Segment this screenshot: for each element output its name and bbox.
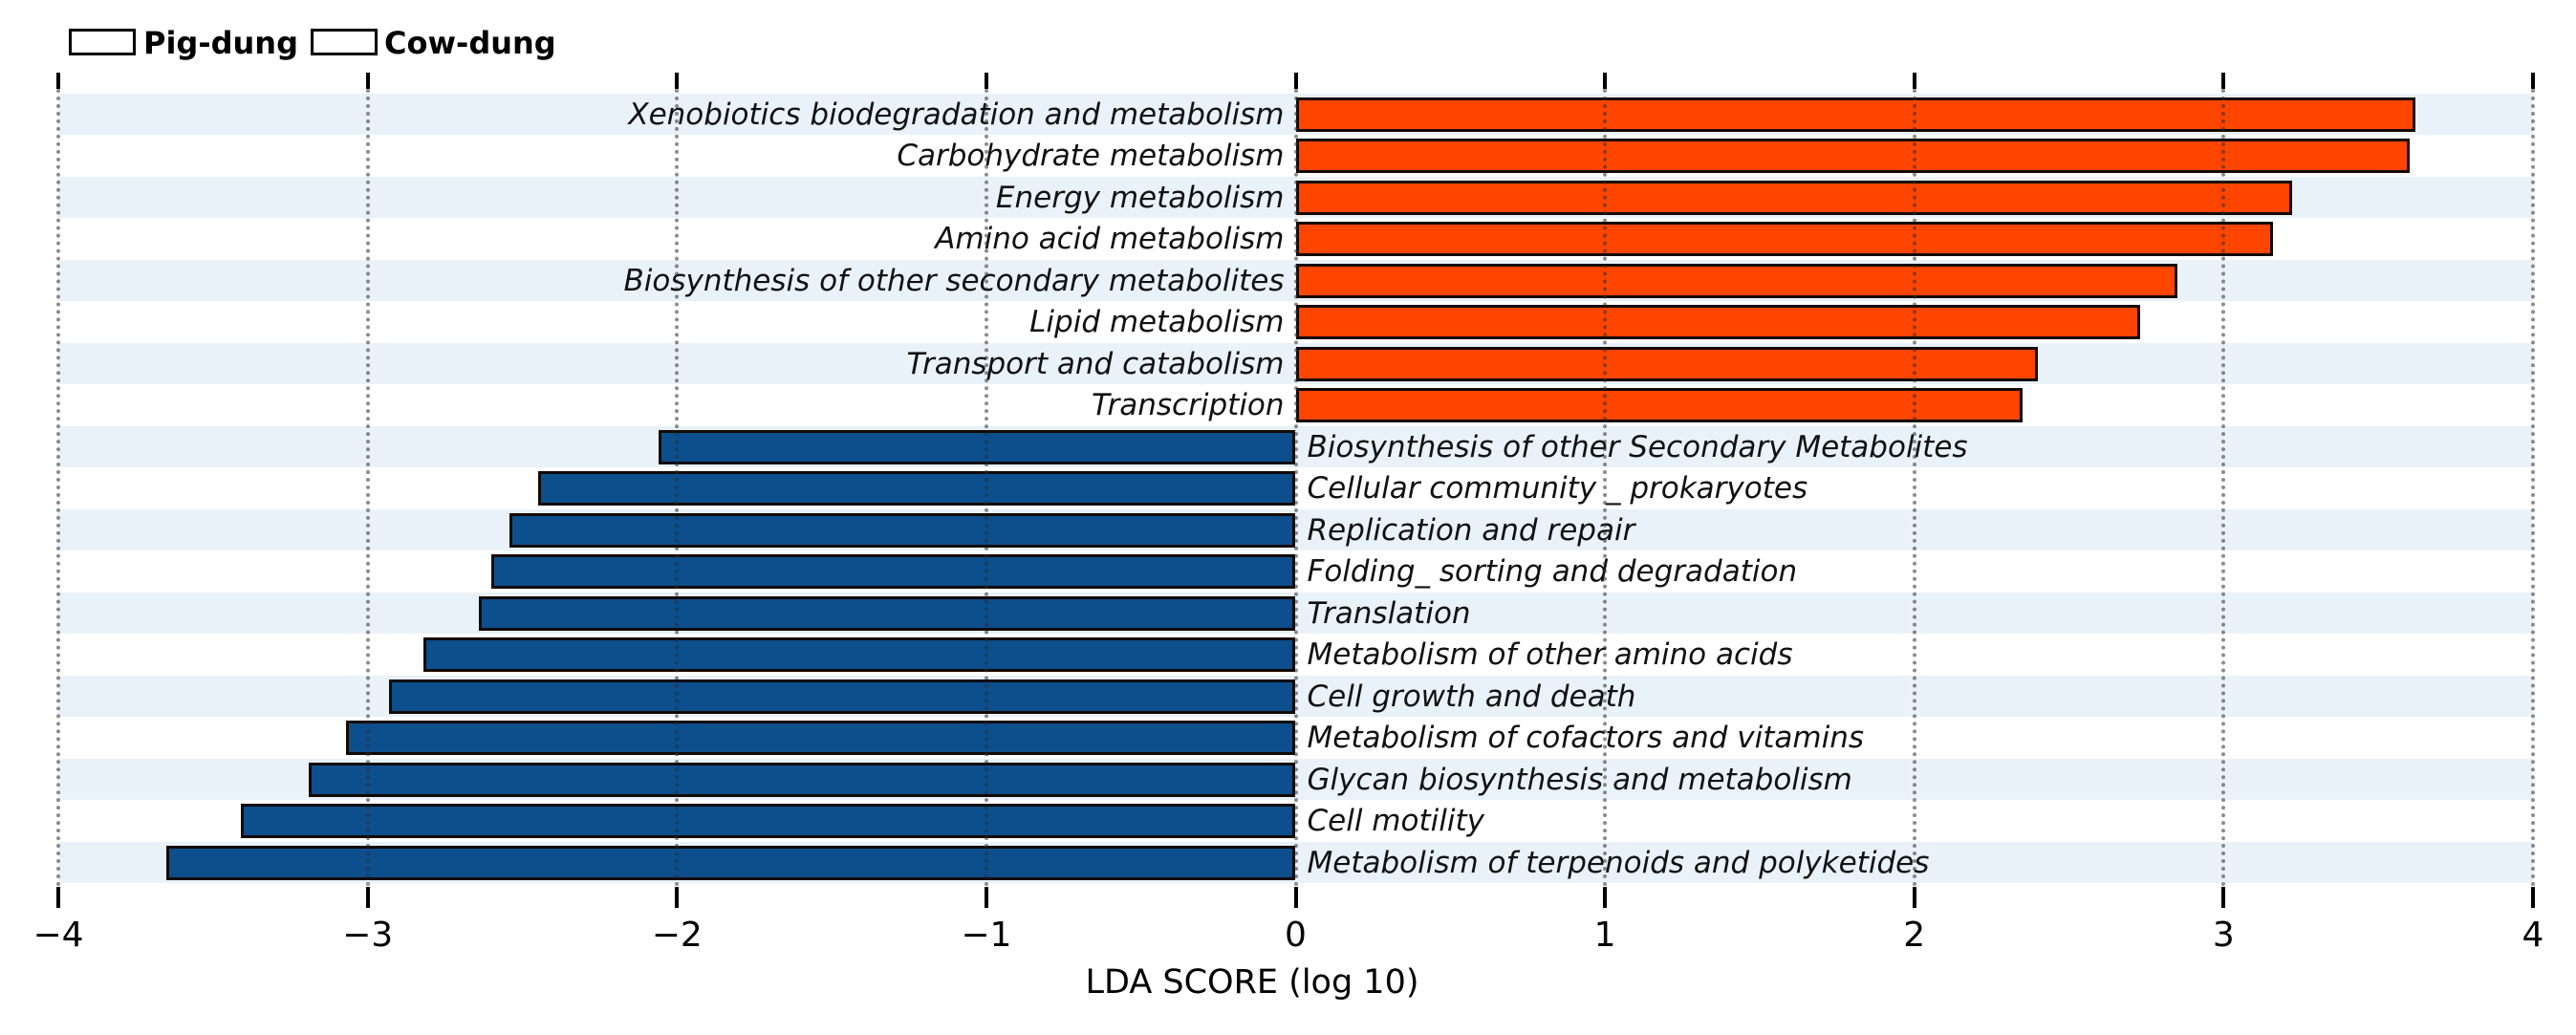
axis-tick-bottom bbox=[365, 887, 370, 908]
lda-bar-cow-dung bbox=[1295, 263, 2177, 298]
bar-label: Xenobiotics biodegradation and metabolis… bbox=[628, 97, 1285, 132]
lda-bar-pig-dung bbox=[479, 595, 1296, 631]
legend-label-pig-dung: Pig-dung bbox=[143, 25, 298, 61]
legend-swatch-pig-dung bbox=[69, 29, 136, 55]
axis-tick-top bbox=[984, 73, 988, 89]
bar-label: Cell growth and death bbox=[1307, 679, 1636, 714]
axis-tick-bottom bbox=[675, 887, 680, 908]
axis-tick-top bbox=[1912, 73, 1916, 89]
lda-bar-pig-dung bbox=[509, 512, 1296, 548]
axis-tick-top bbox=[2531, 73, 2535, 89]
x-tick-label: 4 bbox=[2522, 916, 2544, 955]
lda-bar-pig-dung bbox=[658, 429, 1296, 464]
lda-bar-cow-dung bbox=[1295, 180, 2292, 215]
lda-bar-pig-dung bbox=[345, 721, 1296, 755]
bar-label: Amino acid metabolism bbox=[935, 222, 1285, 256]
x-axis-title: LDA SCORE (log 10) bbox=[1085, 963, 1419, 1002]
axis-tick-bottom bbox=[2221, 887, 2226, 908]
axis-tick-bottom bbox=[1912, 887, 1916, 908]
bar-label: Replication and repair bbox=[1307, 512, 1635, 548]
axis-tick-bottom bbox=[2531, 887, 2535, 908]
legend-swatch-cow-dung bbox=[311, 29, 378, 55]
axis-tick-top bbox=[56, 73, 60, 89]
bar-label: Glycan biosynthesis and metabolism bbox=[1307, 762, 1852, 797]
gridline bbox=[984, 89, 988, 887]
bar-label: Carbohydrate metabolism bbox=[897, 139, 1285, 173]
axis-tick-bottom bbox=[984, 887, 988, 908]
bar-label: Metabolism of terpenoids and polyketides bbox=[1307, 845, 1930, 880]
bar-label: Metabolism of cofactors and vitamins bbox=[1307, 721, 1865, 755]
gridline bbox=[675, 89, 680, 887]
axis-tick-top bbox=[1603, 73, 1608, 89]
lda-bar-cow-dung bbox=[1295, 305, 2140, 339]
lda-bar-pig-dung bbox=[309, 762, 1296, 797]
bar-label: Energy metabolism bbox=[995, 180, 1285, 215]
lda-bar-cow-dung bbox=[1295, 139, 2410, 173]
axis-tick-top bbox=[2221, 73, 2226, 89]
gridline bbox=[1912, 89, 1916, 887]
x-tick-label: 0 bbox=[1285, 916, 1307, 955]
gridline bbox=[1603, 89, 1608, 887]
gridline bbox=[1293, 89, 1298, 887]
gridline bbox=[2531, 89, 2535, 887]
axis-tick-bottom bbox=[56, 887, 60, 908]
gridline bbox=[2221, 89, 2226, 887]
x-tick-label: −4 bbox=[32, 916, 84, 955]
bar-label: Folding_ sorting and degradation bbox=[1307, 554, 1798, 589]
lda-bar-cow-dung bbox=[1295, 97, 2416, 132]
bar-label: Transport and catabolism bbox=[906, 346, 1285, 381]
lda-bar-pig-dung bbox=[389, 679, 1296, 714]
bar-label: Biosynthesis of other Secondary Metaboli… bbox=[1307, 429, 1968, 464]
x-tick-label: −2 bbox=[651, 916, 703, 955]
legend-label-cow-dung: Cow-dung bbox=[384, 25, 556, 61]
lda-bar-cow-dung bbox=[1295, 222, 2274, 256]
gridline bbox=[365, 89, 370, 887]
bar-label: Biosynthesis of other secondary metaboli… bbox=[623, 263, 1285, 298]
bar-label: Metabolism of other amino acids bbox=[1307, 637, 1793, 672]
lda-bar-pig-dung bbox=[491, 554, 1296, 589]
axis-tick-top bbox=[1293, 73, 1298, 89]
x-tick-label: 3 bbox=[2212, 916, 2235, 955]
lda-bar-cow-dung bbox=[1295, 346, 2039, 381]
x-tick-label: 2 bbox=[1903, 916, 1926, 955]
lda-bar-pig-dung bbox=[166, 845, 1296, 880]
bar-label: Cellular community _ prokaryotes bbox=[1307, 471, 1808, 506]
axis-tick-bottom bbox=[1603, 887, 1608, 908]
axis-tick-top bbox=[675, 73, 680, 89]
x-tick-label: −3 bbox=[342, 916, 394, 955]
bar-label: Transcription bbox=[1091, 388, 1285, 422]
x-tick-label: −1 bbox=[961, 916, 1012, 955]
bar-label: Cell motility bbox=[1307, 804, 1484, 838]
bar-label: Lipid metabolism bbox=[1029, 305, 1285, 339]
lda-bar-pig-dung bbox=[240, 804, 1296, 838]
bar-label: Translation bbox=[1307, 595, 1471, 631]
lda-bar-pig-dung bbox=[422, 637, 1296, 672]
axis-tick-bottom bbox=[1293, 887, 1298, 908]
x-tick-label: 1 bbox=[1593, 916, 1616, 955]
lda-bar-pig-dung bbox=[537, 471, 1296, 506]
axis-tick-top bbox=[365, 73, 370, 89]
gridline bbox=[56, 89, 60, 887]
